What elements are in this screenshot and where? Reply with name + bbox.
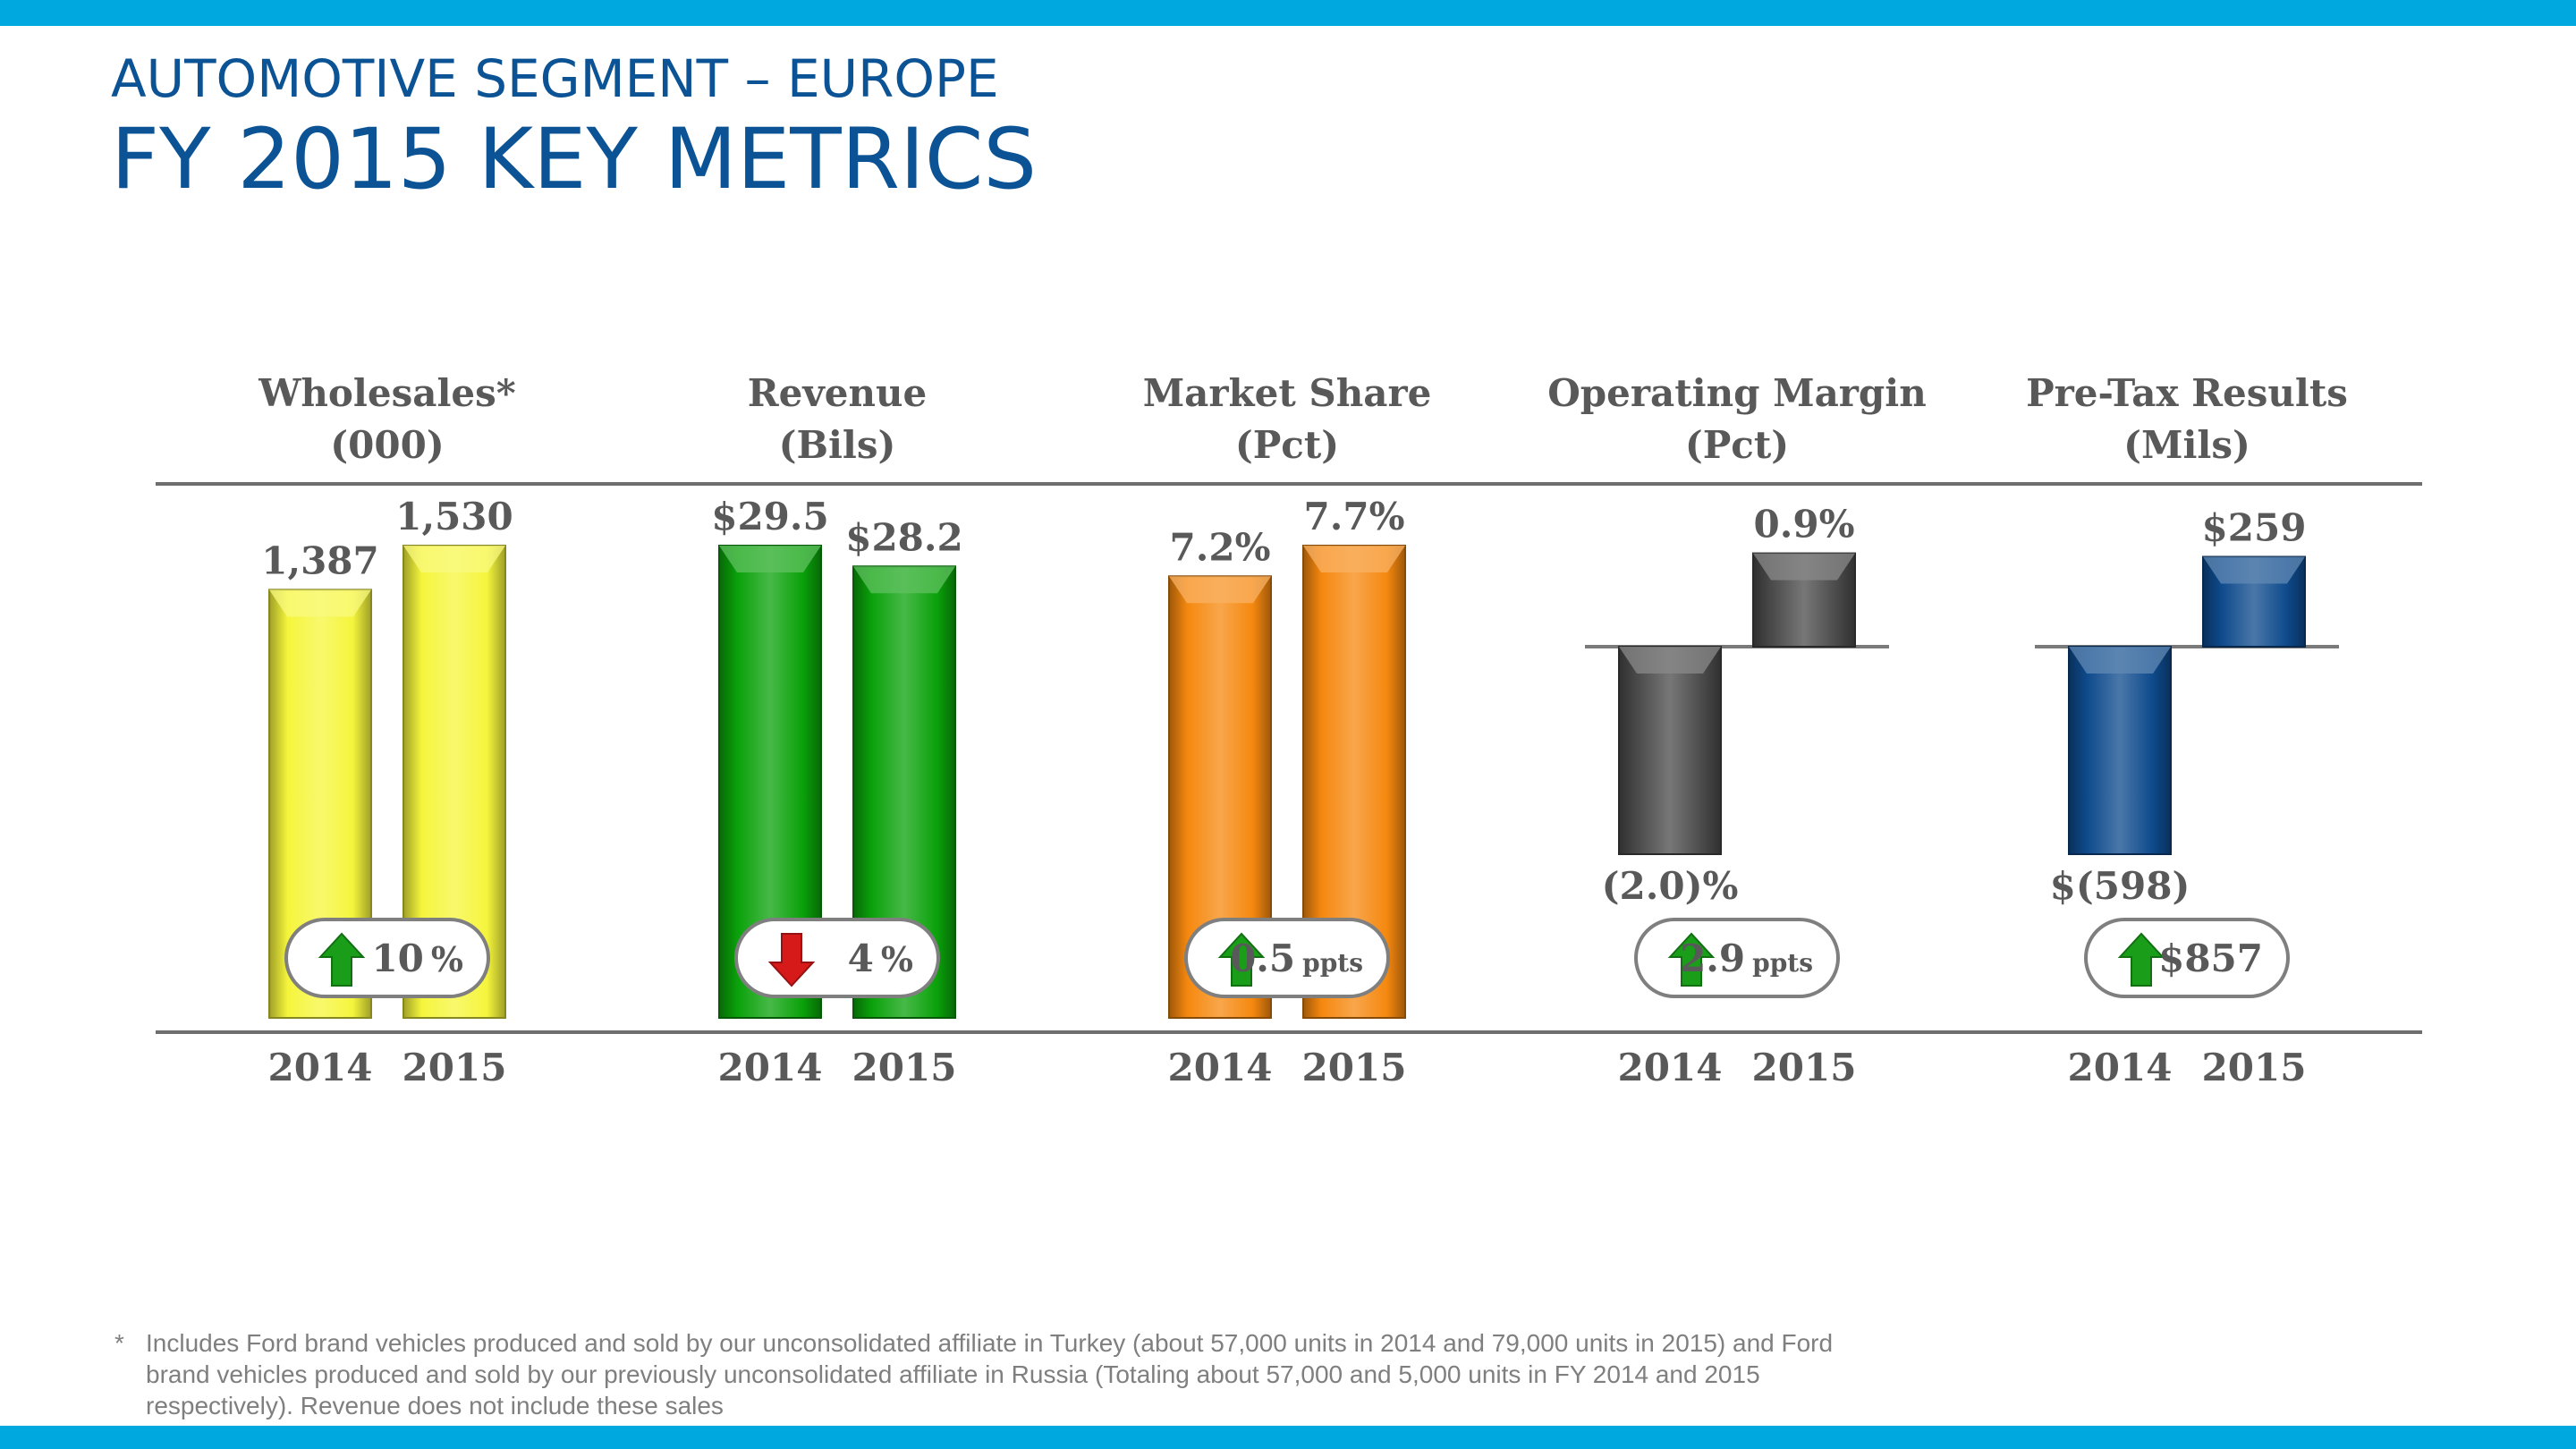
bar-cap-2-2015 [853,566,955,594]
panel-title-4: Operating Margin [1547,371,1927,415]
tick-label-1-2014: 2014 [268,1046,373,1089]
top-accent-bar [0,0,2576,26]
bar-5-2014 [2068,646,2172,855]
bar-cap-4-2014 [1619,647,1721,674]
arrow-up-icon [1667,932,1716,987]
data-label-3-2014: 7.2% [1170,525,1271,569]
tick-label-4-2014: 2014 [1618,1046,1723,1089]
tick-label-4-2015: 2015 [1752,1046,1857,1089]
bar-cap-3-2015 [1303,546,1405,572]
change-text-4: 2.9 ppts [1680,936,1813,980]
bar-cap-4-2015 [1753,553,1855,580]
change-text-2: 4% [848,936,913,980]
change-unit-3: ppts [1302,948,1363,978]
data-label-4-2015: 0.9% [1754,503,1855,547]
change-value-4: 2.9 [1680,936,1745,980]
change-text-1: 10% [371,936,463,980]
data-label-1-2014: 1,387 [261,538,379,582]
data-label-4-2014: (2.0)% [1602,864,1739,908]
bar-4-2014 [1618,646,1722,855]
panel-title-1: Wholesales* [258,371,516,415]
arrow-up-icon [318,932,366,987]
bar-cap-1-2014 [269,589,371,617]
page-title: FY 2015 KEY METRICS [111,111,1038,208]
panel-unit-3: (Pct) [1235,423,1339,467]
bottom-accent-bar [0,1426,2576,1449]
data-label-5-2014: $(598) [2050,864,2190,908]
change-text-3: 0.5 ppts [1230,936,1363,980]
panel-title-3: Market Share [1143,371,1432,415]
page-subtitle: AUTOMOTIVE SEGMENT – EUROPE [111,48,999,109]
tick-label-5-2015: 2015 [2202,1046,2307,1089]
data-label-1-2015: 1,530 [395,495,513,538]
change-text-5: $857 [2158,936,2263,980]
change-unit-4: ppts [1752,948,1813,978]
change-unit-2: % [881,939,913,979]
bar-cap-1-2015 [403,546,505,572]
bar-cap-5-2015 [2203,556,2305,584]
tick-label-2-2015: 2015 [852,1046,957,1089]
data-label-2-2015: $28.2 [845,515,963,559]
change-value-5: $857 [2158,936,2263,980]
footnote-marker: * [114,1329,124,1357]
data-label-2-2014: $29.5 [711,495,829,538]
panel-unit-1: (000) [330,423,444,467]
arrow-down-icon [767,933,816,987]
change-value-2: 4 [848,936,874,980]
arrow-up-icon [1217,932,1266,987]
change-value-3: 0.5 [1230,936,1295,980]
bar-cap-5-2014 [2069,647,2171,674]
panel-title-5: Pre-Tax Results [2026,371,2348,415]
panel-unit-4: (Pct) [1685,423,1789,467]
bar-cap-3-2014 [1169,576,1271,604]
panel-unit-2: (Bils) [779,423,896,467]
tick-label-2-2014: 2014 [718,1046,823,1089]
tick-label-3-2014: 2014 [1168,1046,1273,1089]
change-value-1: 10 [371,936,423,980]
data-label-5-2015: $259 [2202,506,2307,550]
tick-label-1-2015: 2015 [402,1046,507,1089]
data-label-3-2015: 7.7% [1304,495,1405,538]
panel-title-2: Revenue [748,371,928,415]
arrow-up-icon [2117,932,2165,987]
tick-label-5-2014: 2014 [2068,1046,2173,1089]
bar-cap-2-2014 [719,546,821,572]
panel-unit-5: (Mils) [2123,423,2250,467]
tick-label-3-2015: 2015 [1302,1046,1407,1089]
change-unit-1: % [431,939,463,979]
footnote-text: Includes Ford brand vehicles produced an… [146,1329,1834,1419]
